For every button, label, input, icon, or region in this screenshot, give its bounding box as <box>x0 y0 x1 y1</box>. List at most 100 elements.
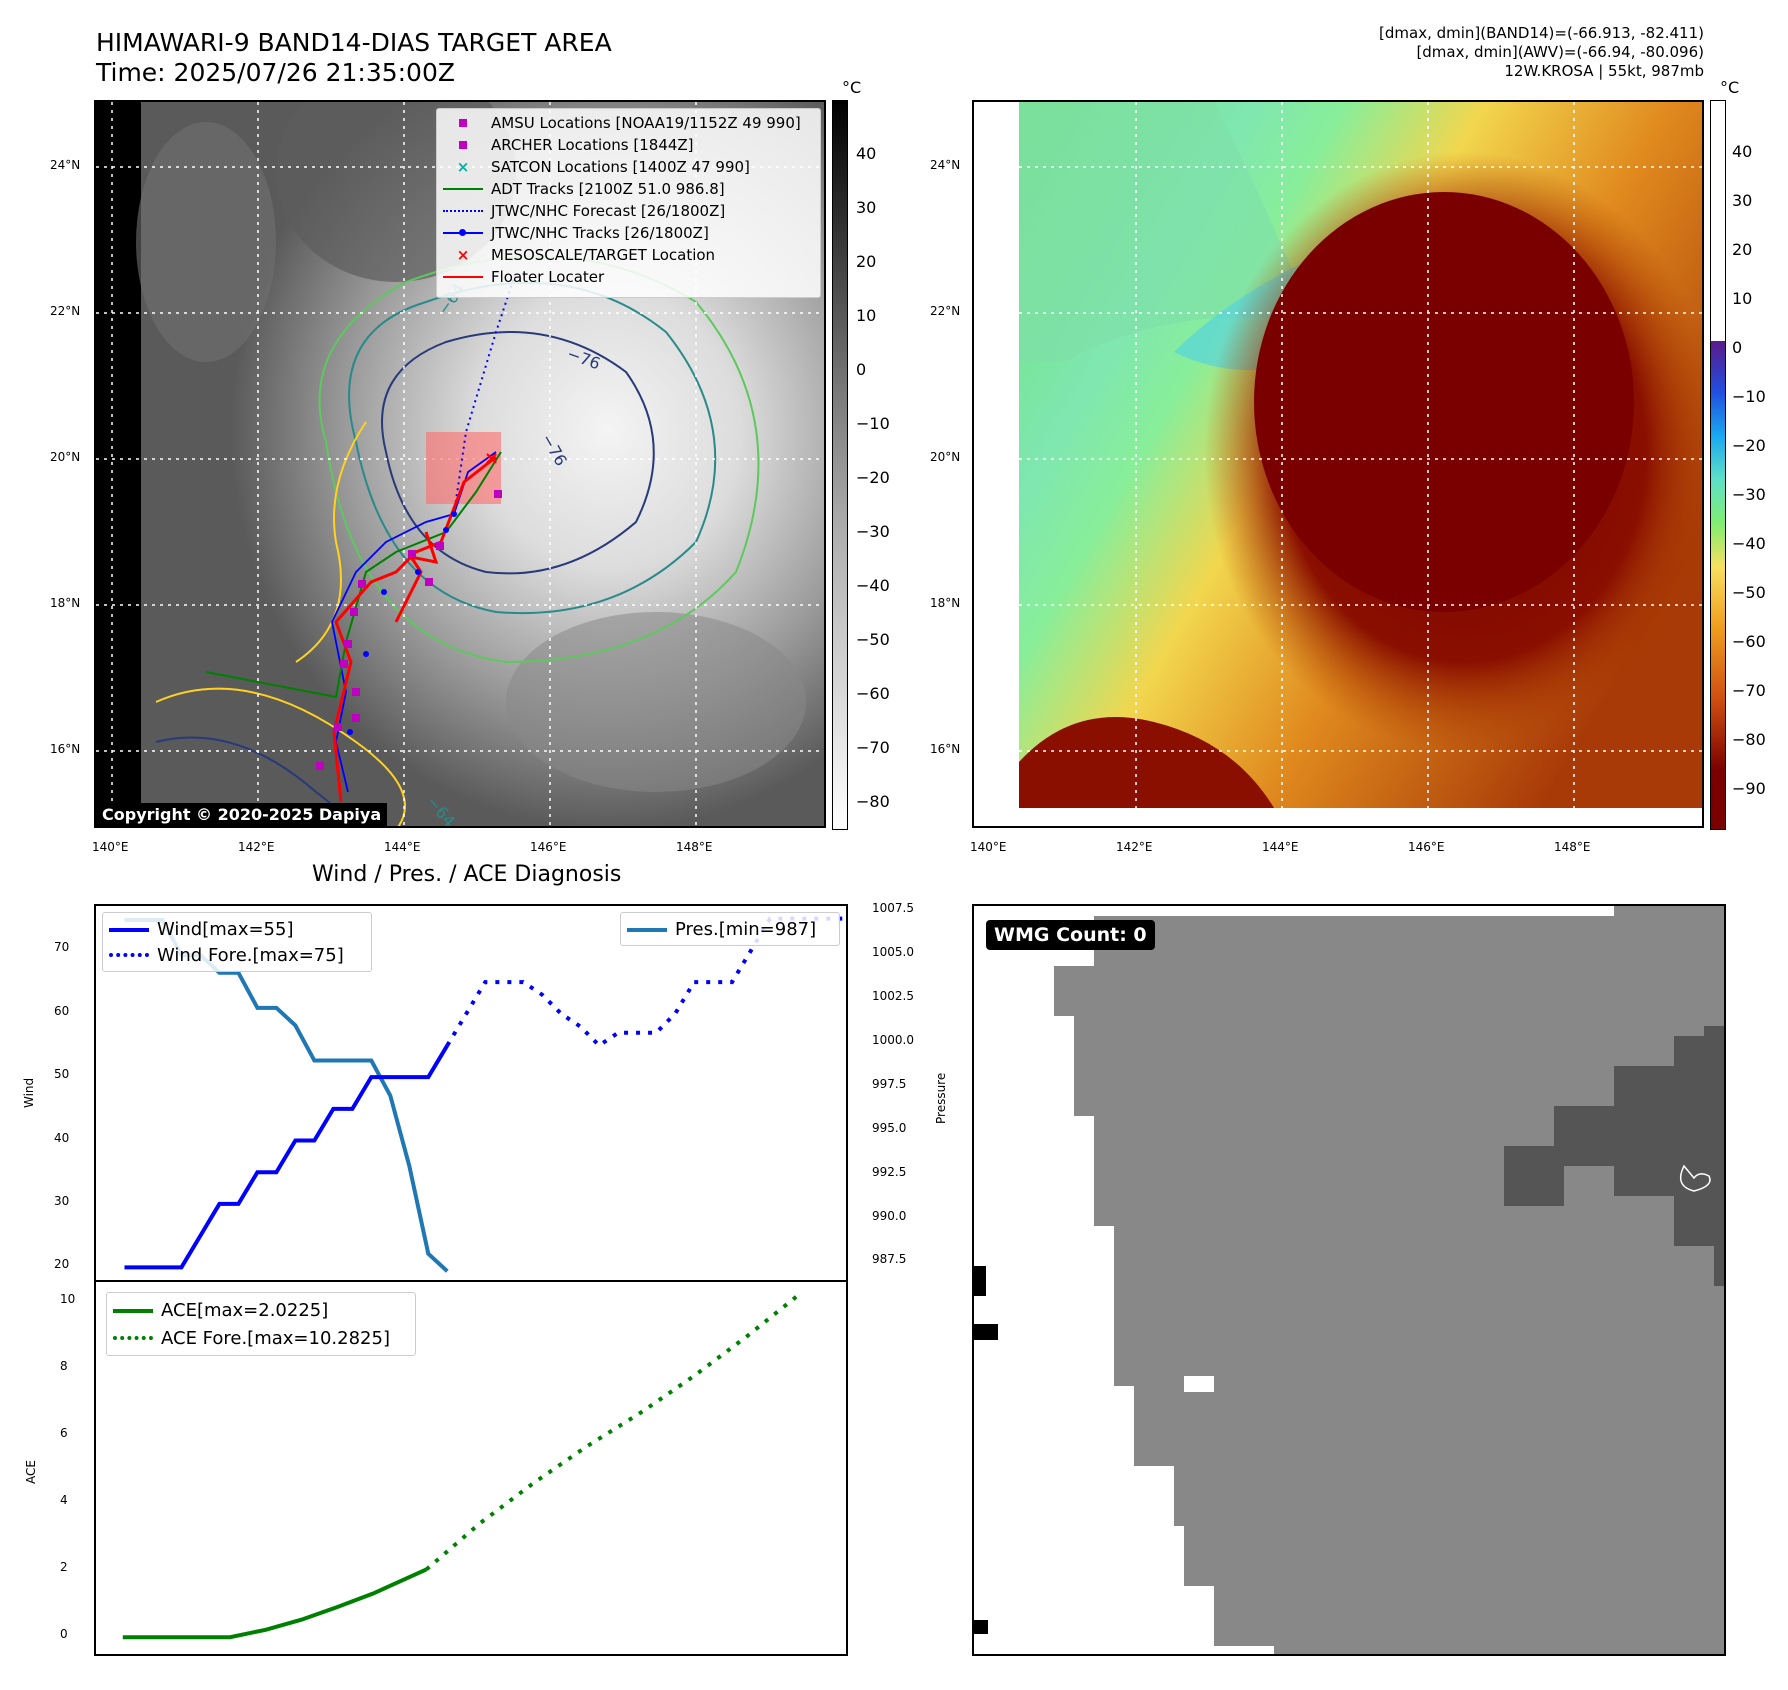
colorbar-tick: −10 <box>1732 387 1766 406</box>
lon-tick: 146°E <box>530 840 567 854</box>
colorbar-tick: 20 <box>1732 240 1753 259</box>
legend-amsu: AMSU Locations [NOAA19/1152Z 49 990] <box>443 112 814 134</box>
legend-jtwc-tracks: JTWC/NHC Tracks [26/1800Z] <box>443 222 814 244</box>
colorbar-tick: 40 <box>1732 142 1753 161</box>
colorbar-left <box>832 100 848 830</box>
colorbar-tick: −20 <box>856 468 890 487</box>
ace-ylabel: ACE <box>24 1460 38 1484</box>
colorbar-tick: −60 <box>1732 632 1766 651</box>
colorbar-tick: 0 <box>856 360 867 379</box>
pressure-axis-tick: 1005.0 <box>872 945 914 960</box>
legend-jtwc-forecast: JTWC/NHC Forecast [26/1800Z] <box>443 200 814 222</box>
wmg-count-badge: WMG Count: 0 <box>986 920 1155 950</box>
lat-tick: 16°N <box>930 742 961 756</box>
colorbar-tick: 10 <box>856 306 877 325</box>
legend-target: × MESOSCALE/TARGET Location <box>456 246 716 264</box>
chart-time: Time: 2025/07/26 21:35:00Z <box>96 58 455 87</box>
lon-tick: 144°E <box>1262 840 1299 854</box>
colorbar-right-unit: °C <box>1720 78 1740 97</box>
pressure-axis-tick: 990.0 <box>872 1208 907 1223</box>
pressure-axis-tick: 987.5 <box>872 1252 907 1267</box>
lat-tick: 20°N <box>930 450 961 464</box>
wind-axis-tick: 20 <box>54 1257 70 1272</box>
wmg-panel: WMG Count: 0 <box>972 904 1726 1656</box>
pressure-axis-tick: 997.5 <box>872 1076 907 1091</box>
wmg-image <box>974 906 1724 1654</box>
lat-tick: 22°N <box>50 304 81 318</box>
ace-axis-tick: 4 <box>60 1493 68 1508</box>
wind-axis-tick: 40 <box>54 1130 70 1145</box>
legend-archer: ARCHER Locations [1844Z] <box>443 134 814 156</box>
pressure-axis-tick: 995.0 <box>872 1120 907 1135</box>
colorbar-tick: 20 <box>856 252 877 271</box>
legend-pres: Pres.[min=987] <box>627 916 833 942</box>
lon-tick: 148°E <box>1554 840 1591 854</box>
colorbar-tick: −70 <box>856 738 890 757</box>
colorbar-tick: −60 <box>856 684 890 703</box>
pressure-axis-tick: 1002.5 <box>872 989 914 1004</box>
wind-axis-tick: 30 <box>54 1193 70 1208</box>
lat-tick: 20°N <box>50 450 81 464</box>
colorbar-tick: −50 <box>1732 583 1766 602</box>
legend-wind-fore: Wind Fore.[max=75] <box>109 942 365 968</box>
ace-axis-tick: 8 <box>60 1359 68 1374</box>
lon-tick: 142°E <box>1116 840 1153 854</box>
lat-tick: 24°N <box>930 158 961 172</box>
ace-panel: ACE[max=2.0225] ACE Fore.[max=10.2825] <box>94 1280 848 1656</box>
colorbar-tick: −70 <box>1732 681 1766 700</box>
info-band14: [dmax, dmin](BAND14)=(-66.913, -82.411) <box>1379 24 1704 42</box>
diag-title: Wind / Pres. / ACE Diagnosis <box>312 862 622 887</box>
map-left-panel: × −64 −76 −76 −64 AMSU Locations [NOAA19… <box>94 100 826 828</box>
colorbar-tick: −30 <box>856 522 890 541</box>
colorbar-tick: 30 <box>856 198 877 217</box>
wind-pressure-panel: Wind[max=55] Wind Fore.[max=75] Pres.[mi… <box>94 904 848 1282</box>
legend-floater: Floater Locater <box>443 266 814 288</box>
legend-ace-fore: ACE Fore.[max=10.2825] <box>113 1324 409 1352</box>
map-right-image <box>974 102 1702 826</box>
colorbar-tick: −40 <box>1732 534 1766 553</box>
lon-tick: 140°E <box>970 840 1007 854</box>
wind-legend: Wind[max=55] Wind Fore.[max=75] <box>102 912 372 972</box>
ace-legend: ACE[max=2.0225] ACE Fore.[max=10.2825] <box>106 1292 416 1356</box>
legend-satcon: × SATCON Locations [1400Z 47 990] <box>456 158 750 176</box>
lat-tick: 18°N <box>930 596 961 610</box>
pressure-axis-tick: 1007.5 <box>872 901 914 916</box>
lon-tick: 144°E <box>384 840 421 854</box>
wind-axis-tick: 60 <box>54 1003 70 1018</box>
colorbar-tick: 10 <box>1732 289 1753 308</box>
lat-tick: 18°N <box>50 596 81 610</box>
map-right-panel <box>972 100 1704 828</box>
ace-plot <box>122 1291 803 1640</box>
legend-ace: ACE[max=2.0225] <box>113 1296 409 1324</box>
lat-tick: 16°N <box>50 742 81 756</box>
colorbar-left-unit: °C <box>842 78 862 97</box>
colorbar-tick: −30 <box>1732 485 1766 504</box>
ace-axis-tick: 0 <box>60 1627 68 1642</box>
colorbar-tick: 0 <box>1732 338 1743 357</box>
colorbar-tick: −80 <box>856 792 890 811</box>
ace-axis-tick: 2 <box>60 1560 68 1575</box>
wind-ylabel: Wind <box>22 1077 36 1108</box>
ace-forecast-series-line <box>425 1291 803 1571</box>
chart-title: HIMAWARI-9 BAND14-DIAS TARGET AREA <box>96 28 612 57</box>
lon-tick: 148°E <box>676 840 713 854</box>
colorbar-tick: −10 <box>856 414 890 433</box>
svg-text:×: × <box>484 448 499 469</box>
info-awv: [dmax, dmin](AWV)=(-66.94, -80.096) <box>1416 43 1704 61</box>
lon-tick: 142°E <box>238 840 275 854</box>
colorbar-tick: −80 <box>1732 730 1766 749</box>
ace-axis-tick: 6 <box>60 1426 68 1441</box>
colorbar-tick: 40 <box>856 144 877 163</box>
pres-legend: Pres.[min=987] <box>620 912 840 946</box>
lat-tick: 24°N <box>50 158 81 172</box>
wind-axis-tick: 70 <box>54 940 70 955</box>
legend-wind: Wind[max=55] <box>109 916 365 942</box>
wind-series-line <box>124 1044 449 1270</box>
colorbar-tick: −40 <box>856 576 890 595</box>
colorbar-tick: 30 <box>1732 191 1753 210</box>
pressure-series-line <box>124 918 449 1273</box>
lon-tick: 140°E <box>92 840 129 854</box>
colorbar-tick: −20 <box>1732 436 1766 455</box>
colorbar-tick: −90 <box>1732 779 1766 798</box>
ace-axis-tick: 10 <box>60 1292 76 1307</box>
